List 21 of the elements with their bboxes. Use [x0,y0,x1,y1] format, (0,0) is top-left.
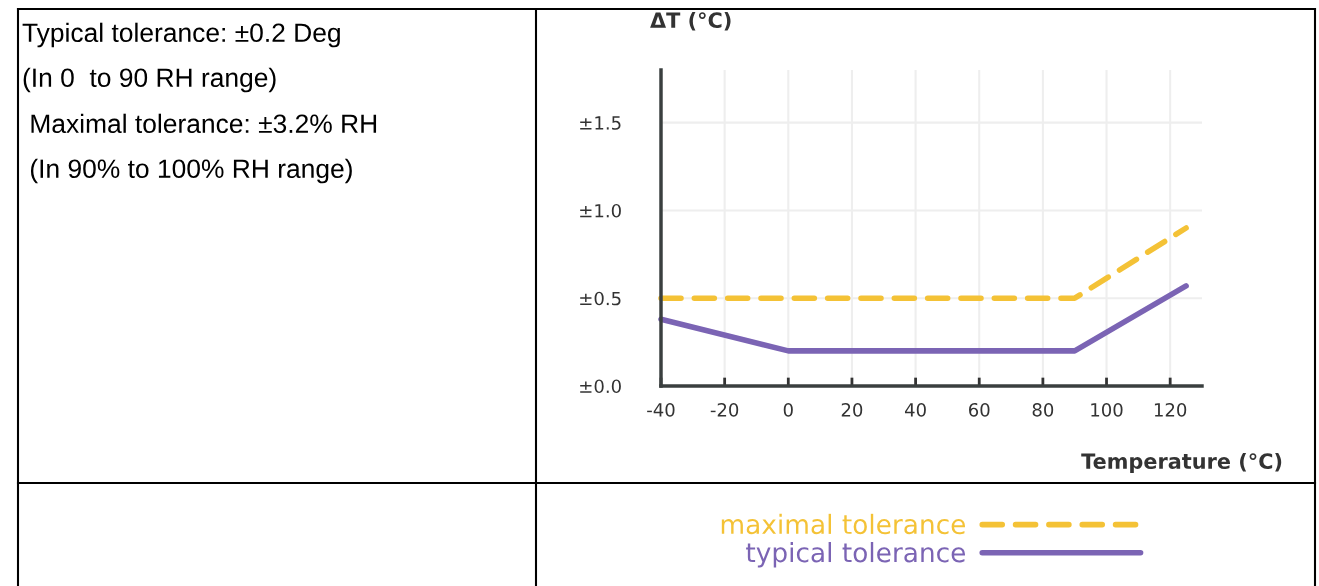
text: Typical tolerance: ±0.2 Deg [22,22,340,48]
y-tick-label: ±0.5 [580,291,621,306]
x-tick-label: -40 [647,402,675,417]
y-tick-label: ±0.0 [580,379,621,394]
text: typical tolerance [746,541,965,568]
x-tick-label: 20 [841,402,863,417]
x-tick-label: 100 [1091,402,1123,417]
x-axis-title: Temperature (°C) [1081,452,1282,474]
x-tick-label: 80 [1032,402,1054,417]
y-tick-label: ±1.0 [580,203,621,218]
y-tick-label: ±1.5 [580,116,621,130]
text: maximal tolerance [721,513,965,535]
text: (In 90% to 100% RH range) [30,158,352,184]
x-tick-label: 60 [969,402,990,417]
x-tick-label: 40 [904,402,926,417]
text: (In 0 to 90 RH range) [23,67,276,93]
x-tick-label: 0 [783,402,793,417]
x-tick-label: -20 [710,402,739,417]
text: Maximal tolerance: ±3.2% RH [31,113,377,134]
x-tick-label: 120 [1154,402,1187,417]
y-axis-title: ΔT (°C) [650,11,731,31]
